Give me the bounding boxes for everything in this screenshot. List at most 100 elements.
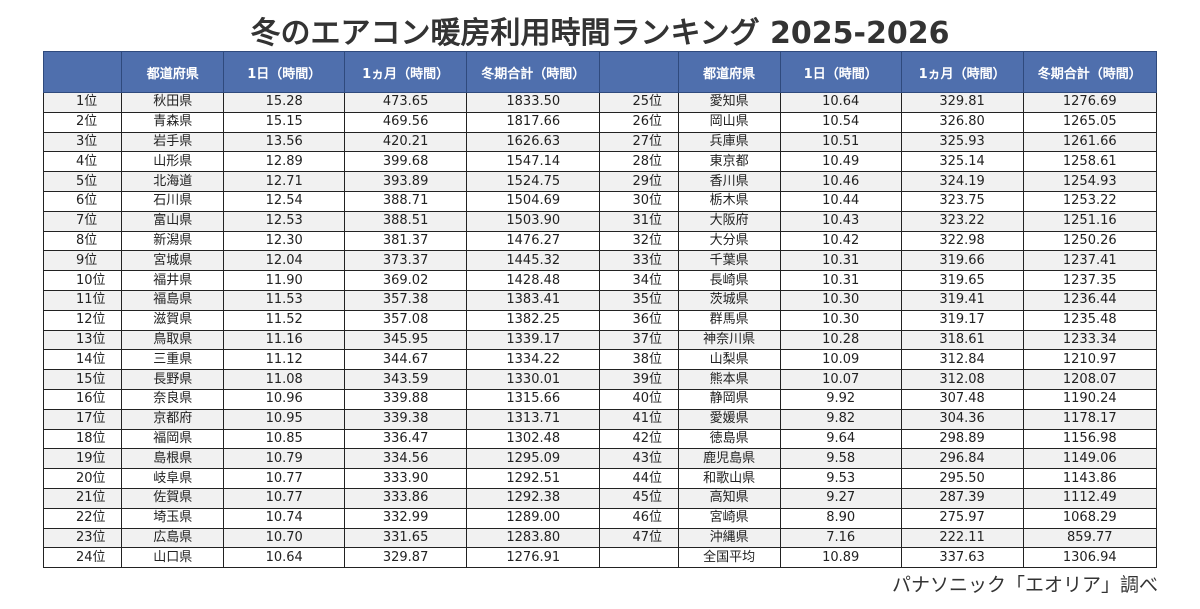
right-rank-cell: 43位 bbox=[599, 448, 679, 470]
left-season-cell: 1283.80 bbox=[466, 527, 601, 549]
right-day-cell: 8.90 bbox=[779, 507, 902, 529]
left-month-cell: 344.67 bbox=[344, 349, 468, 371]
right-month-cell: 329.81 bbox=[900, 92, 1024, 113]
left-month-cell: 469.56 bbox=[344, 111, 468, 133]
right-rank-cell bbox=[599, 547, 679, 569]
left-day-cell: 10.77 bbox=[223, 487, 346, 509]
left-month-cell: 333.86 bbox=[344, 487, 468, 509]
left-month-cell: 381.37 bbox=[344, 230, 468, 252]
right-day-cell: 10.31 bbox=[779, 270, 902, 291]
right-pref-cell: 群馬県 bbox=[677, 309, 781, 331]
left-season-cell: 1292.51 bbox=[466, 468, 601, 489]
right-rank-cell: 39位 bbox=[599, 369, 679, 390]
left-rank-cell: 13位 bbox=[42, 329, 123, 351]
left-season-cell: 1295.09 bbox=[466, 448, 601, 470]
left-season-cell: 1817.66 bbox=[466, 111, 601, 133]
ranking-table: 都道府県 1日（時間） 1ヵ月（時間） 冬期合計（時間） 都道府県 1日（時間）… bbox=[42, 51, 1158, 569]
table-header-row: 都道府県 1日（時間） 1ヵ月（時間） 冬期合計（時間） 都道府県 1日（時間）… bbox=[42, 51, 1158, 93]
right-rank-cell: 25位 bbox=[599, 92, 679, 113]
right-day-cell: 10.89 bbox=[779, 547, 902, 569]
right-season-cell: 1258.61 bbox=[1022, 151, 1158, 173]
left-season-cell: 1382.25 bbox=[466, 309, 601, 331]
left-day-cell: 12.53 bbox=[223, 210, 346, 232]
table-row: 5位 北海道 12.71 393.89 1524.75 29位 香川県 10.46 324.19… bbox=[42, 171, 1158, 192]
right-month-cell: 337.63 bbox=[900, 547, 1024, 569]
right-season-cell: 1208.07 bbox=[1022, 369, 1158, 390]
left-day-cell: 11.90 bbox=[223, 270, 346, 291]
right-pref-cell: 大分県 bbox=[677, 230, 781, 252]
right-pref-cell: 愛知県 bbox=[677, 92, 781, 113]
right-rank-cell: 45位 bbox=[599, 487, 679, 509]
left-pref-cell: 岐阜県 bbox=[121, 468, 225, 489]
right-rank-cell: 34位 bbox=[599, 270, 679, 291]
left-rank-cell: 14位 bbox=[42, 349, 123, 371]
right-month-cell: 319.65 bbox=[900, 270, 1024, 291]
left-pref-cell: 長野県 bbox=[121, 369, 225, 390]
right-pref-cell: 兵庫県 bbox=[677, 131, 781, 153]
left-rank-cell: 11位 bbox=[42, 289, 123, 311]
left-season-cell: 1289.00 bbox=[466, 507, 601, 529]
left-day-cell: 10.95 bbox=[223, 408, 346, 430]
right-month-cell: 319.17 bbox=[900, 309, 1024, 331]
right-day-cell: 7.16 bbox=[779, 527, 902, 549]
left-rank-cell: 21位 bbox=[42, 487, 123, 509]
left-season-cell: 1833.50 bbox=[466, 92, 601, 113]
left-rank-cell: 19位 bbox=[42, 448, 123, 470]
right-month-cell: 312.08 bbox=[900, 369, 1024, 390]
table-row: 19位 島根県 10.79 334.56 1295.09 43位 鹿児島県 9.58 296.8… bbox=[42, 448, 1158, 470]
left-month-cell: 334.56 bbox=[344, 448, 468, 470]
right-season-cell: 1143.86 bbox=[1022, 468, 1158, 489]
right-rank-cell: 44位 bbox=[599, 468, 679, 489]
table-row: 20位 岐阜県 10.77 333.90 1292.51 44位 和歌山県 9.53 295.5… bbox=[42, 468, 1158, 489]
table-row: 23位 広島県 10.70 331.65 1283.80 47位 沖縄県 7.16 222.11… bbox=[42, 527, 1158, 549]
right-pref-cell: 茨城県 bbox=[677, 289, 781, 311]
left-rank-cell: 1位 bbox=[42, 92, 123, 113]
table-row: 7位 富山県 12.53 388.51 1503.90 31位 大阪府 10.43 323.22… bbox=[42, 210, 1158, 232]
right-day-cell: 9.92 bbox=[779, 388, 902, 410]
right-season-cell: 1261.66 bbox=[1022, 131, 1158, 153]
header-pref-right: 都道府県 bbox=[677, 51, 781, 93]
left-month-cell: 339.88 bbox=[344, 388, 468, 410]
right-season-cell: 1149.06 bbox=[1022, 448, 1158, 470]
right-day-cell: 10.09 bbox=[779, 349, 902, 371]
right-pref-cell: 熊本県 bbox=[677, 369, 781, 390]
left-rank-cell: 17位 bbox=[42, 408, 123, 430]
left-day-cell: 15.28 bbox=[223, 92, 346, 113]
left-rank-cell: 2位 bbox=[42, 111, 123, 133]
left-month-cell: 420.21 bbox=[344, 131, 468, 153]
right-month-cell: 298.89 bbox=[900, 428, 1024, 450]
table-row: 4位 山形県 12.89 399.68 1547.14 28位 東京都 10.49 325.14… bbox=[42, 151, 1158, 173]
right-pref-cell: 香川県 bbox=[677, 171, 781, 192]
left-day-cell: 12.89 bbox=[223, 151, 346, 173]
left-month-cell: 339.38 bbox=[344, 408, 468, 430]
right-day-cell: 9.27 bbox=[779, 487, 902, 509]
left-rank-cell: 20位 bbox=[42, 468, 123, 489]
right-season-cell: 1237.41 bbox=[1022, 250, 1158, 272]
table-row: 11位 福島県 11.53 357.38 1383.41 35位 茨城県 10.30 319.4… bbox=[42, 289, 1158, 311]
left-month-cell: 345.95 bbox=[344, 329, 468, 351]
left-day-cell: 13.56 bbox=[223, 131, 346, 153]
table-row: 3位 岩手県 13.56 420.21 1626.63 27位 兵庫県 10.51 325.93… bbox=[42, 131, 1158, 153]
right-month-cell: 296.84 bbox=[900, 448, 1024, 470]
right-season-cell: 1112.49 bbox=[1022, 487, 1158, 509]
left-pref-cell: 福岡県 bbox=[121, 428, 225, 450]
left-pref-cell: 岩手県 bbox=[121, 131, 225, 153]
left-month-cell: 329.87 bbox=[344, 547, 468, 569]
left-pref-cell: 奈良県 bbox=[121, 388, 225, 410]
right-month-cell: 307.48 bbox=[900, 388, 1024, 410]
right-season-cell: 1178.17 bbox=[1022, 408, 1158, 430]
right-rank-cell: 35位 bbox=[599, 289, 679, 311]
left-month-cell: 331.65 bbox=[344, 527, 468, 549]
left-pref-cell: 山形県 bbox=[121, 151, 225, 173]
left-day-cell: 11.52 bbox=[223, 309, 346, 331]
right-month-cell: 312.84 bbox=[900, 349, 1024, 371]
right-day-cell: 10.07 bbox=[779, 369, 902, 390]
right-season-cell: 1253.22 bbox=[1022, 190, 1158, 212]
left-month-cell: 332.99 bbox=[344, 507, 468, 529]
left-day-cell: 10.70 bbox=[223, 527, 346, 549]
left-day-cell: 10.85 bbox=[223, 428, 346, 450]
right-rank-cell: 27位 bbox=[599, 131, 679, 153]
left-day-cell: 12.71 bbox=[223, 171, 346, 192]
right-day-cell: 10.30 bbox=[779, 289, 902, 311]
left-pref-cell: 山口県 bbox=[121, 547, 225, 569]
